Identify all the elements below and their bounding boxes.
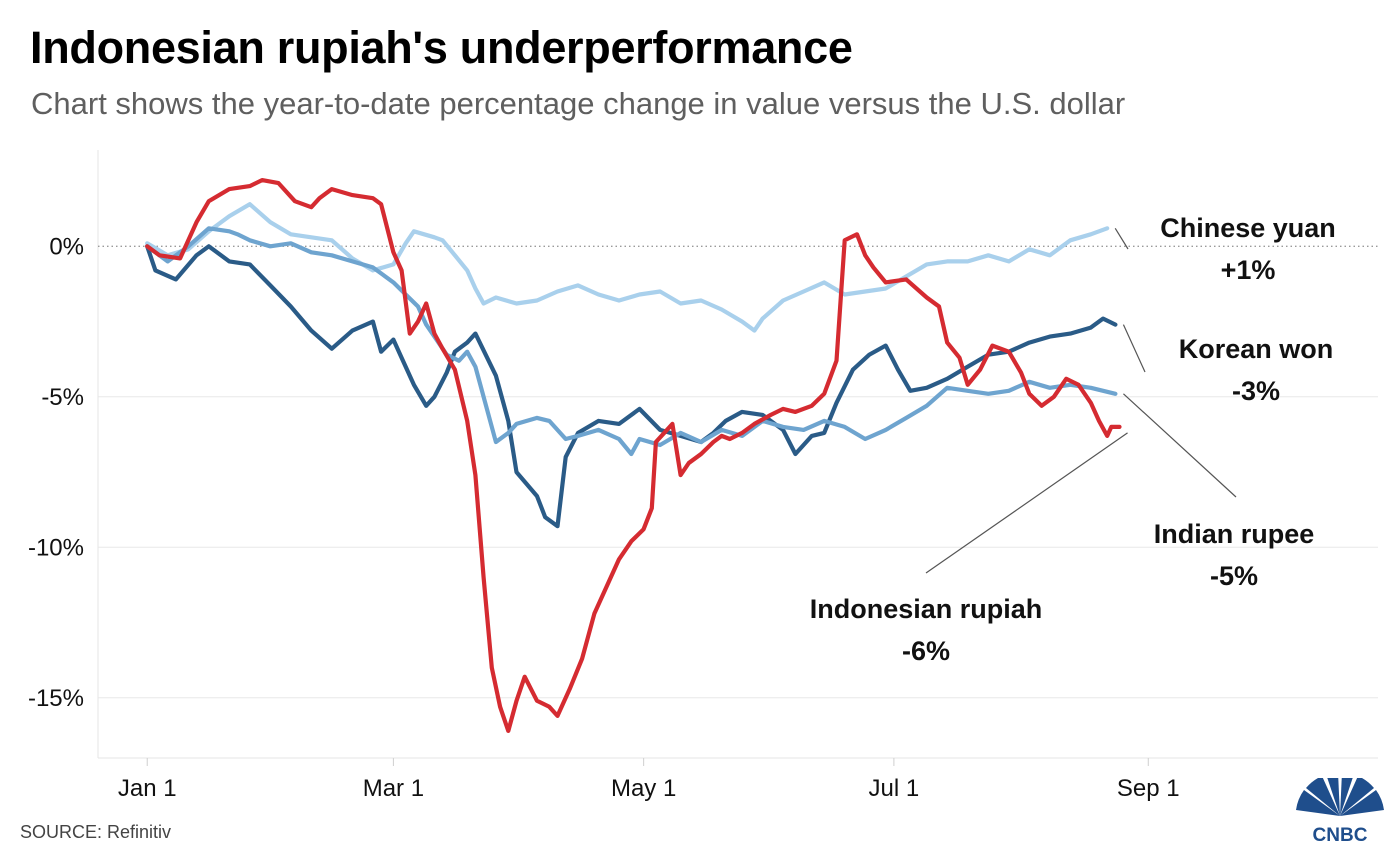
series-value-label: +1%	[1221, 255, 1276, 285]
leader-line	[1114, 227, 1129, 250]
leader-line	[1123, 393, 1237, 498]
series-label: Indian rupee	[1154, 519, 1315, 549]
cnbc-peacock-logo: CNBC	[1296, 778, 1384, 844]
y-tick-label: -10%	[28, 534, 84, 561]
series-label: Chinese yuan	[1160, 213, 1336, 243]
x-tick-label: Sep 1	[1117, 775, 1180, 802]
chart-title: Indonesian rupiah's underperformance	[30, 22, 853, 73]
series-line-indonesian-rupiah	[145, 178, 1122, 733]
series-line-korean-won	[145, 244, 1118, 529]
series-label: Indonesian rupiah	[810, 594, 1043, 624]
y-tick-label: 0%	[49, 233, 84, 260]
x-tick-label: Jul 1	[869, 775, 920, 802]
grid-layer: 0% -5% -10% -15% Jan 1 Mar 1 May 1 Jul 1 Sep 1	[28, 150, 1378, 802]
series-label: Korean won	[1179, 334, 1334, 364]
series-value-label: -5%	[1210, 561, 1258, 591]
series-value-label: -6%	[902, 636, 950, 666]
source-note: SOURCE: Refinitiv	[20, 822, 172, 842]
svg-text:CNBC: CNBC	[1313, 825, 1368, 844]
annotation-layer: Chinese yuan +1% Korean won -3% Indian rupee…	[810, 213, 1336, 666]
series-line-indian-rupee	[145, 226, 1118, 457]
x-tick-label: May 1	[611, 775, 676, 802]
leader-line	[1122, 324, 1146, 373]
y-tick-label: -5%	[41, 384, 84, 411]
x-tick-label: Jan 1	[118, 775, 177, 802]
series-line-chinese-yuan	[145, 202, 1110, 333]
chart-subtitle: Chart shows the year-to-date percentage …	[31, 86, 1126, 121]
leader-line	[925, 432, 1128, 574]
series-layer	[145, 178, 1122, 733]
y-tick-label: -15%	[28, 685, 84, 712]
series-value-label: -3%	[1232, 376, 1280, 406]
x-tick-label: Mar 1	[363, 775, 424, 802]
